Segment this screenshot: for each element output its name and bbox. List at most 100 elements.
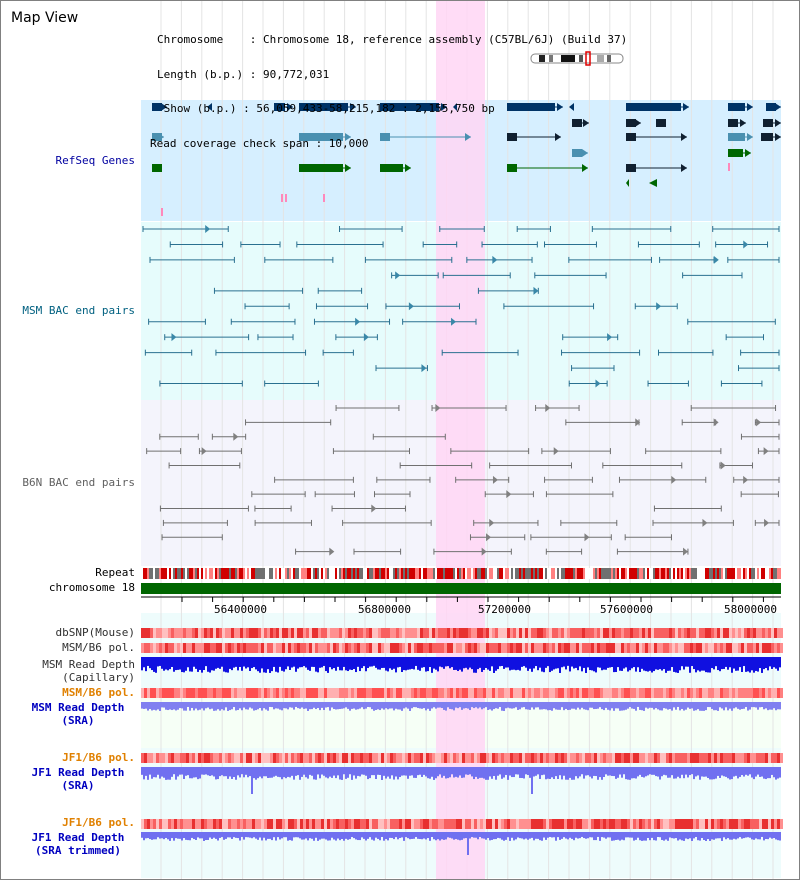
track-label-repeat[interactable]: Repeat (95, 566, 135, 579)
polymorphism-cell (348, 643, 351, 653)
repeat-element (753, 568, 755, 579)
read-depth-bar (743, 832, 745, 839)
read-depth-bar (419, 832, 421, 840)
polymorphism-cell (234, 688, 237, 698)
polymorphism-cell (510, 643, 513, 653)
polymorphism-cell (612, 628, 615, 638)
read-depth-bar (189, 767, 191, 779)
read-depth-bar (769, 702, 771, 710)
bac-end-arrow (171, 333, 177, 342)
track-label-jf1-b6-pol-2[interactable]: JF1/B6 pol. (62, 816, 135, 829)
repeat-element (279, 568, 281, 579)
gene-exon (736, 133, 745, 141)
read-depth-bar (771, 832, 773, 839)
track-label-jf1-depth-trimmed[interactable]: JF1 Read Depth (31, 831, 125, 844)
repeat-element (271, 568, 273, 579)
read-depth-bar (259, 832, 261, 838)
read-depth-bar (419, 657, 421, 671)
read-depth-bar (481, 832, 483, 839)
track-label-msm-b6-pol-2[interactable]: MSM/B6 pol. (62, 686, 135, 699)
polymorphism-cell (579, 688, 582, 698)
gene-strand-arrow (453, 103, 457, 111)
read-depth-bar (225, 767, 227, 777)
read-depth-bar (465, 767, 467, 775)
read-depth-bar (689, 832, 691, 839)
read-depth-bar (171, 832, 173, 839)
bac-end-arrow (671, 475, 677, 484)
polymorphism-cell (519, 819, 522, 829)
read-depth-bar (267, 702, 269, 711)
polymorphism-cell (288, 688, 291, 698)
track-label-b6n-bac-end-pairs[interactable]: B6N BAC end pairs (22, 476, 135, 489)
track-label-msm-depth-capillary-sub: (Capillary) (62, 671, 135, 684)
read-depth-bar (415, 702, 417, 708)
polymorphism-cell (486, 628, 489, 638)
polymorphism-cell (492, 688, 495, 698)
polymorphism-cell (312, 628, 315, 638)
polymorphism-cell (420, 628, 423, 638)
repeat-element (303, 568, 305, 579)
polymorphism-cell (438, 753, 441, 763)
read-depth-bar (181, 702, 183, 709)
track-label-msm-b6-pol-1[interactable]: MSM/B6 pol. (62, 641, 135, 654)
polymorphism-cell (189, 643, 192, 653)
repeat-element (707, 568, 709, 579)
polymorphism-cell (720, 643, 723, 653)
repeat-element (445, 568, 447, 579)
read-depth-bar (533, 702, 535, 710)
polymorphism-cell (246, 628, 249, 638)
polymorphism-cell (306, 643, 309, 653)
polymorphism-cell (207, 688, 210, 698)
track-label-jf1-b6-pol-1[interactable]: JF1/B6 pol. (62, 751, 135, 764)
read-depth-bar (351, 832, 353, 838)
bac-end-arrow (486, 533, 492, 542)
bac-end-arrow (756, 418, 762, 427)
track-label-jf1-depth-sra[interactable]: JF1 Read Depth (31, 766, 125, 779)
read-depth-bar (259, 702, 261, 709)
polymorphism-cell (774, 819, 777, 829)
track-label-dbsnp[interactable]: dbSNP(Mouse) (55, 626, 135, 639)
polymorphism-cell (195, 819, 198, 829)
read-depth-bar (519, 832, 521, 839)
repeat-element (455, 568, 457, 579)
read-depth-bar (407, 832, 409, 839)
polymorphism-cell (261, 628, 264, 638)
polymorphism-cell (768, 819, 771, 829)
polymorphism-cell (678, 753, 681, 763)
polymorphism-cell (630, 819, 633, 829)
read-depth-bar (269, 657, 271, 673)
read-depth-bar (697, 657, 699, 671)
repeat-element (549, 568, 551, 579)
polymorphism-cell (477, 753, 480, 763)
read-depth-bar (453, 832, 455, 840)
polymorphism-cell (303, 688, 306, 698)
polymorphism-cell (564, 688, 567, 698)
track-label-msm-depth-sra[interactable]: MSM Read Depth (31, 701, 125, 714)
polymorphism-cell (498, 643, 501, 653)
polymorphism-cell (723, 643, 726, 653)
polymorphism-cell (678, 688, 681, 698)
track-label-msm-depth-capillary[interactable]: MSM Read Depth (42, 658, 135, 671)
read-depth-bar (205, 657, 207, 667)
polymorphism-cell (738, 643, 741, 653)
read-depth-bar (445, 657, 447, 667)
polymorphism-cell (540, 753, 543, 763)
read-depth-bar (415, 657, 417, 666)
ideogram-band (579, 55, 583, 62)
polymorphism-cell (405, 819, 408, 829)
repeat-element (309, 568, 311, 579)
repeat-element (747, 568, 749, 579)
read-depth-bar (733, 702, 735, 709)
read-depth-bar (167, 832, 169, 840)
track-label-msm-bac-end-pairs[interactable]: MSM BAC end pairs (22, 304, 135, 317)
repeat-element (351, 568, 353, 579)
track-label-refseq-genes[interactable]: RefSeq Genes (55, 154, 135, 167)
read-depth-bar (731, 702, 733, 711)
gene-strand-arrow (747, 103, 753, 111)
polymorphism-cell (738, 688, 741, 698)
track-label-chromosome[interactable]: chromosome 18 (48, 581, 135, 594)
read-depth-bar (145, 657, 147, 672)
polymorphism-cell (231, 628, 234, 638)
